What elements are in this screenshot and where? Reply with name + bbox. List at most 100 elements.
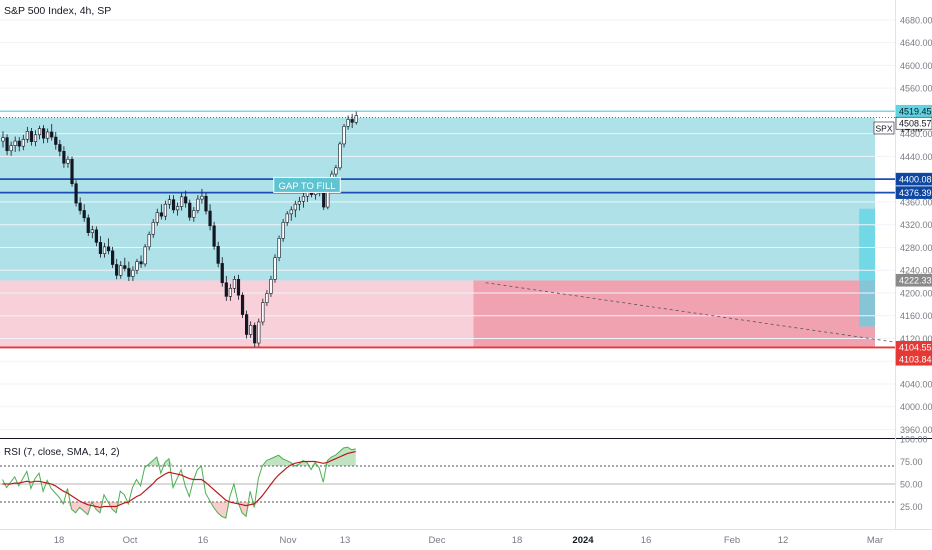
candle-body <box>54 136 58 145</box>
candle <box>98 236 103 258</box>
candle <box>277 235 281 262</box>
candle <box>289 206 293 221</box>
candle-body <box>334 167 338 175</box>
candle-body <box>17 140 21 147</box>
candle-body <box>245 314 249 335</box>
red-zone-left[interactable] <box>473 280 875 348</box>
time-tick-label: Feb <box>724 535 740 546</box>
big-cyan-zone[interactable] <box>0 117 875 281</box>
price-label-text: 4519.45 <box>899 107 932 117</box>
price-label: 4103.84 <box>895 352 932 366</box>
candle <box>5 134 9 156</box>
price-tick-label: 4040.00 <box>900 379 932 389</box>
candle-body <box>192 210 196 218</box>
candle-body <box>135 261 139 271</box>
price-tick-label: 4320.00 <box>900 220 932 230</box>
rsi-axis[interactable]: 100.00 75.00 50.00 25.00 <box>900 435 928 513</box>
candle <box>208 204 212 231</box>
time-tick-label: 16 <box>198 535 209 546</box>
candle <box>70 156 74 187</box>
time-tick-label: Nov <box>280 535 297 546</box>
candle <box>17 137 21 152</box>
candle-body <box>269 278 273 294</box>
price-tick-label: 4280.00 <box>900 243 932 253</box>
candle <box>119 261 123 279</box>
candle <box>29 127 34 146</box>
price-tick-label: 4240.00 <box>900 266 932 276</box>
candle <box>78 197 82 215</box>
candle <box>232 275 237 293</box>
candle-body <box>131 269 135 277</box>
candle <box>46 128 50 143</box>
candle <box>143 244 147 267</box>
candle-body <box>102 246 107 254</box>
candle-body <box>297 201 301 205</box>
candle <box>54 131 58 150</box>
price-tick-label: 4480.00 <box>900 129 932 139</box>
time-tick-label: 16 <box>641 535 652 546</box>
rsi-overbought-fill <box>270 457 275 466</box>
candle-body <box>212 225 216 247</box>
rsi-oversold-fill <box>128 502 133 504</box>
time-tick-label: Mar <box>867 535 883 546</box>
candle <box>62 146 66 168</box>
candle <box>151 219 155 238</box>
chart-title: S&P 500 Index, 4h, SP <box>4 5 111 17</box>
price-tick-label: 4680.00 <box>900 15 932 25</box>
rsi-tick-label: 75.00 <box>900 457 923 467</box>
candle-body <box>1 137 5 142</box>
candle <box>184 190 188 208</box>
candle <box>21 134 25 151</box>
candle <box>346 115 350 130</box>
rsi-legend: RSI (7, close, SMA, 14, 2) <box>4 447 120 458</box>
annotation-box <box>273 176 341 193</box>
candle <box>111 246 115 268</box>
price-tick-label: 4560.00 <box>900 84 932 94</box>
candle-body <box>25 131 29 140</box>
candle <box>269 275 273 297</box>
bright-cyan-zone[interactable] <box>859 208 875 327</box>
candle <box>257 318 261 347</box>
candle-body <box>180 196 184 207</box>
rsi-overbought-fill <box>274 455 279 466</box>
price-tick-label: 4440.00 <box>900 152 932 162</box>
candle-body <box>281 222 285 239</box>
candle-body <box>232 278 237 289</box>
rsi-oversold-fill <box>221 502 226 519</box>
candle <box>115 258 119 280</box>
candle <box>37 125 42 140</box>
candle <box>155 208 159 226</box>
candle-body <box>9 145 13 152</box>
candle <box>82 204 86 222</box>
price-label-text: 4376.39 <box>899 188 932 198</box>
candle <box>175 202 180 216</box>
rsi-oversold-fill <box>79 502 84 511</box>
candle-body <box>62 151 66 164</box>
rsi-overbought-fill <box>335 451 340 466</box>
candle <box>180 192 184 211</box>
rsi-overbought-fill <box>351 448 356 466</box>
price-tick-label: 4600.00 <box>900 61 932 71</box>
time-axis[interactable]: 18 Oct 16 Nov 13 Dec 18 2024 16 Feb 12 Mar <box>54 535 883 546</box>
price-label-box <box>895 352 932 366</box>
candle-body <box>86 217 90 233</box>
price-label: 4508.57 <box>895 116 932 130</box>
candle-body <box>293 203 297 211</box>
annotation-label[interactable]: GAP TO FILL <box>273 176 341 193</box>
time-tick-label: Oct <box>123 535 138 546</box>
price-label-text: 4104.55 <box>899 343 932 353</box>
price-tick-label: 4000.00 <box>900 402 932 412</box>
candle <box>261 298 265 326</box>
candle-body <box>277 238 281 258</box>
candle-body <box>106 246 111 252</box>
rsi-tick-label: 25.00 <box>900 502 923 512</box>
candle-body <box>29 131 34 142</box>
rsi-pane <box>0 446 895 519</box>
candle-body <box>21 139 25 147</box>
time-tick-label: 13 <box>340 535 351 546</box>
candle-body <box>220 263 224 284</box>
rsi-overbought-fill <box>152 457 157 466</box>
price-label-text: 4508.57 <box>899 119 932 129</box>
rsi-overbought-fill <box>331 455 336 466</box>
